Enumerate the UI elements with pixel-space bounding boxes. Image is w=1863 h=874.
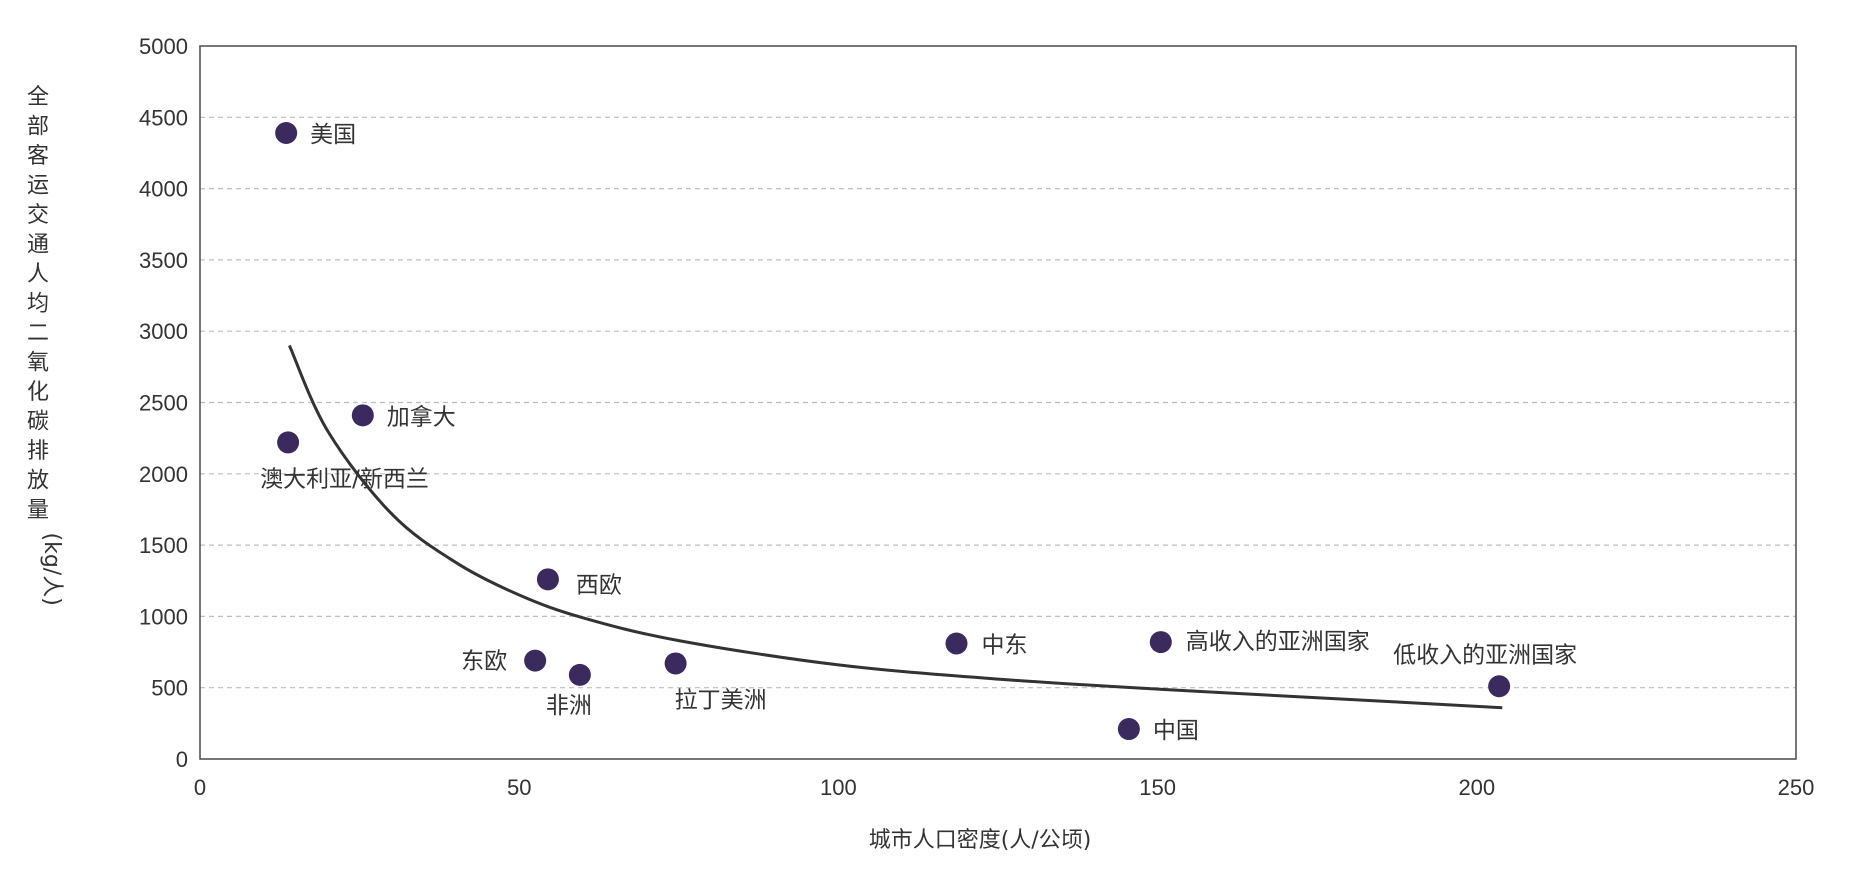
point-label: 澳大利亚/新西兰 — [260, 466, 429, 492]
y-axis-title-char: 二 — [27, 321, 49, 346]
y-tick-label: 0 — [176, 747, 188, 772]
y-axis-title-char: 化 — [27, 380, 49, 405]
y-axis-title-char: 交 — [27, 203, 49, 228]
y-tick-label: 3500 — [139, 248, 188, 273]
y-tick-labels: 0 500 1000 1500 2000 2500 3000 3500 4000 4500 5000 — [139, 34, 188, 772]
y-tick-label: 2000 — [139, 462, 188, 487]
x-tick-label: 50 — [507, 775, 531, 800]
y-axis-title-char: 通 — [27, 233, 49, 258]
x-tick-label: 250 — [1778, 775, 1815, 800]
plot-frame — [199, 45, 1797, 760]
y-axis-title-char: 部 — [27, 115, 49, 140]
data-point — [568, 663, 591, 686]
y-axis-title-unit: (kg/人) — [39, 533, 64, 606]
point-label: 东欧 — [461, 649, 507, 675]
y-tick-label: 500 — [151, 676, 188, 701]
y-axis-title-char: 放 — [27, 469, 49, 494]
data-point — [945, 632, 968, 655]
y-axis-title-char: 全 — [27, 85, 49, 110]
data-point — [277, 431, 300, 454]
data-point — [1117, 718, 1140, 741]
y-axis-title-char: 量 — [27, 498, 49, 523]
data-point — [1488, 675, 1511, 698]
x-tick-labels: 0 50 100 150 200 250 — [194, 775, 1814, 800]
point-label: 西欧 — [576, 572, 622, 598]
y-axis-title-char: 均 — [27, 292, 49, 317]
y-tick-label: 2500 — [139, 391, 188, 416]
point-label: 高收入的亚洲国家 — [1186, 629, 1370, 655]
y-tick-label: 5000 — [139, 34, 188, 59]
trendline — [288, 344, 1503, 710]
y-axis-title-char: 客 — [27, 144, 49, 169]
point-label: 低收入的亚洲国家 — [1393, 642, 1577, 668]
x-tick-label: 200 — [1458, 775, 1495, 800]
data-point — [351, 404, 374, 427]
point-label: 加拿大 — [387, 403, 456, 430]
y-tick-label: 4000 — [139, 177, 188, 202]
y-tick-label: 1000 — [139, 604, 188, 629]
data-point — [524, 649, 547, 672]
x-tick-label: 100 — [820, 775, 857, 800]
data-point — [536, 568, 559, 591]
y-axis-title-char: 人 — [27, 262, 49, 287]
grid-lines — [200, 116, 1796, 689]
point-label: 拉丁美洲 — [675, 687, 767, 713]
y-tick-label: 4500 — [139, 105, 188, 130]
y-tick-label: 1500 — [139, 533, 188, 558]
x-tick-label: 150 — [1139, 775, 1176, 800]
point-label: 美国 — [310, 122, 356, 148]
y-axis-title-char: 碳 — [27, 410, 49, 435]
data-point — [1149, 631, 1172, 654]
x-axis-title: 城市人口密度(人/公顷) — [869, 828, 1092, 853]
y-axis-title-char: 排 — [27, 439, 49, 464]
y-axis-title-char: 运 — [27, 174, 49, 199]
point-label: 中国 — [1153, 718, 1199, 744]
data-point — [664, 652, 687, 675]
data-point — [275, 121, 298, 144]
point-label: 非洲 — [546, 693, 592, 719]
y-tick-label: 3000 — [139, 319, 188, 344]
point-label: 中东 — [982, 632, 1028, 658]
y-axis-title-char: 氧 — [27, 351, 49, 376]
x-tick-label: 0 — [194, 775, 206, 800]
data-points — [275, 121, 1511, 741]
